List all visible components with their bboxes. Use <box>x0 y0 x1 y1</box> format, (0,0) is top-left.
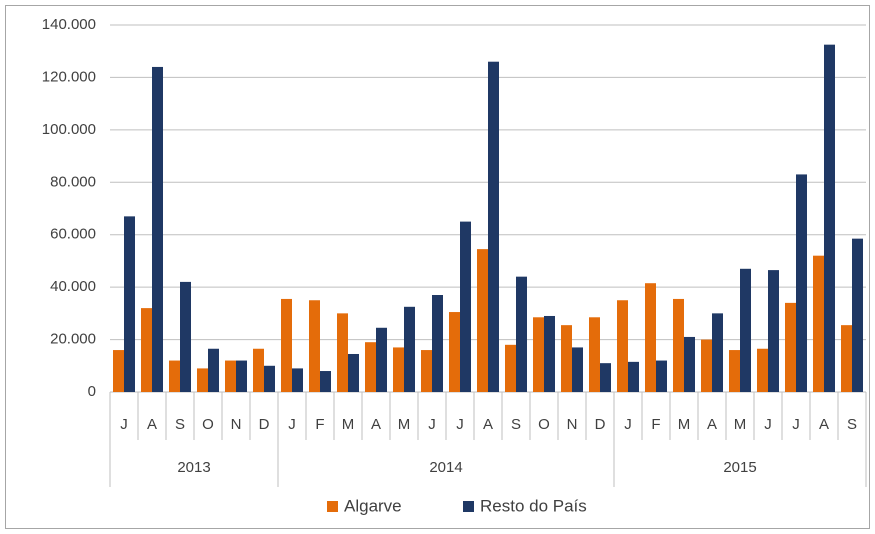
bar <box>617 300 628 392</box>
x-tick-label: M <box>678 416 691 433</box>
bar <box>393 347 404 392</box>
bar <box>796 174 807 392</box>
y-tick-label: 120.000 <box>42 68 96 85</box>
x-tick-label: M <box>734 416 747 433</box>
bar <box>757 348 768 392</box>
x-tick-label: A <box>371 416 381 433</box>
bar <box>253 348 264 392</box>
bar <box>365 342 376 392</box>
bar <box>180 281 191 392</box>
legend-swatch <box>327 501 338 512</box>
bar <box>348 353 359 392</box>
x-tick-label: D <box>595 416 606 433</box>
bar <box>421 350 432 392</box>
bar <box>169 360 180 392</box>
bar <box>113 350 124 392</box>
bar <box>572 347 583 392</box>
bar <box>824 44 835 393</box>
y-tick-label: 100.000 <box>42 121 96 138</box>
bar <box>684 336 695 392</box>
bar <box>460 221 471 392</box>
x-tick-label: O <box>202 416 214 433</box>
x-tick-label: J <box>792 416 800 433</box>
x-tick-label: S <box>511 416 521 433</box>
x-tick-label: A <box>147 416 157 433</box>
y-tick-label: 20.000 <box>50 331 96 348</box>
bar <box>561 325 572 392</box>
x-tick-label: A <box>819 416 829 433</box>
legend-label: Resto do País <box>480 496 587 515</box>
x-tick-label: D <box>259 416 270 433</box>
bar <box>533 317 544 392</box>
bar <box>645 283 656 392</box>
x-tick-label: J <box>288 416 296 433</box>
x-tick-label: J <box>120 416 128 433</box>
bar <box>712 313 723 392</box>
bar <box>488 61 499 392</box>
bar <box>309 300 320 392</box>
bar <box>813 255 824 392</box>
bar <box>152 66 163 392</box>
group-label: 2013 <box>177 459 210 476</box>
bar <box>477 249 488 392</box>
x-tick-label: S <box>847 416 857 433</box>
bar <box>236 360 247 392</box>
bar <box>432 295 443 392</box>
x-tick-label: J <box>428 416 436 433</box>
bar <box>141 308 152 392</box>
x-tick-label: J <box>764 416 772 433</box>
chart-border <box>5 5 870 529</box>
bar <box>505 344 516 392</box>
bar <box>264 365 275 392</box>
bar <box>841 325 852 392</box>
bar <box>628 361 639 392</box>
x-tick-label: A <box>707 416 717 433</box>
bar <box>544 315 555 392</box>
bar <box>337 313 348 392</box>
x-tick-label: N <box>231 416 242 433</box>
bar <box>320 371 331 392</box>
bar <box>124 216 135 392</box>
legend-label: Algarve <box>344 496 402 515</box>
bar <box>600 363 611 392</box>
legend-swatch <box>463 501 474 512</box>
x-tick-label: J <box>456 416 464 433</box>
y-tick-label: 140.000 <box>42 16 96 33</box>
y-tick-label: 60.000 <box>50 226 96 243</box>
x-tick-label: F <box>315 416 324 433</box>
bar <box>449 312 460 392</box>
bar <box>281 298 292 392</box>
x-tick-label: M <box>342 416 355 433</box>
bar <box>516 276 527 392</box>
y-tick-label: 40.000 <box>50 278 96 295</box>
bar <box>292 368 303 392</box>
bar <box>197 368 208 392</box>
group-label: 2015 <box>723 459 756 476</box>
bar <box>673 298 684 392</box>
bar <box>656 360 667 392</box>
y-tick-label: 80.000 <box>50 173 96 190</box>
bar <box>740 268 751 392</box>
y-tick-label: 0 <box>88 383 96 400</box>
bar <box>701 339 712 392</box>
x-tick-label: F <box>651 416 660 433</box>
x-tick-label: O <box>538 416 550 433</box>
bar <box>729 350 740 392</box>
group-label: 2014 <box>429 459 462 476</box>
bar <box>376 327 387 392</box>
bar <box>785 302 796 392</box>
bar <box>852 238 863 392</box>
bar <box>589 317 600 392</box>
bar <box>404 306 415 392</box>
bar <box>208 348 219 392</box>
bar <box>225 360 236 392</box>
x-tick-label: A <box>483 416 493 433</box>
x-tick-label: N <box>567 416 578 433</box>
x-tick-label: J <box>624 416 632 433</box>
bar <box>768 270 779 392</box>
x-tick-label: S <box>175 416 185 433</box>
x-tick-label: M <box>398 416 411 433</box>
